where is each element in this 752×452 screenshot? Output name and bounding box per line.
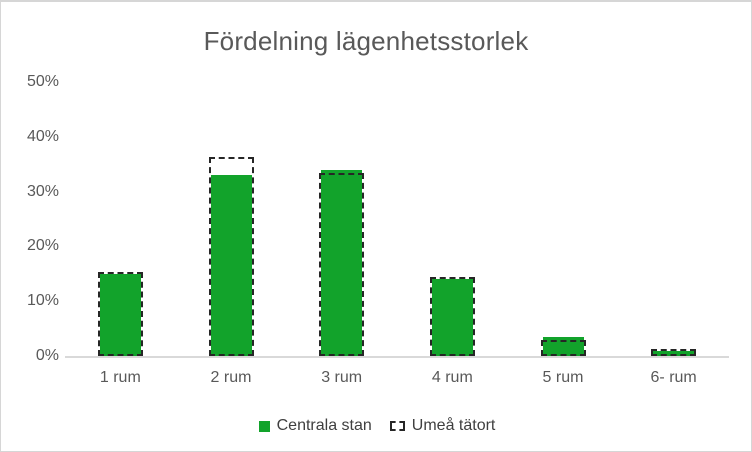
bar-centrala-stan-6-rum: [653, 350, 695, 356]
bar-centrala-stan-2-rum: [210, 175, 252, 356]
x-category-label-5-rum: 5 rum: [542, 369, 584, 386]
legend-label: Umeå tätort: [411, 417, 496, 434]
bar-ume-t-tort-6-rum: [651, 348, 697, 356]
legend-swatch-solid-icon: [258, 420, 270, 432]
y-tick-label-20: 20%: [26, 237, 59, 255]
x-category-label-6-rum: 6- rum: [650, 369, 697, 386]
x-category-label-3-rum: 3 rum: [321, 369, 363, 386]
bar-ume-t-tort-2-rum: [208, 156, 254, 356]
y-tick-label-0: 0%: [35, 347, 59, 364]
bar-ume-t-tort-3-rum: [319, 173, 365, 356]
y-tick-label-50: 50%: [26, 73, 59, 91]
bar-ume-t-tort-1-rum: [97, 271, 143, 356]
y-tick-label-30: 30%: [26, 182, 59, 200]
y-tick-label-10: 10%: [26, 292, 59, 310]
bar-centrala-stan-3-rum: [321, 169, 363, 356]
x-category-label-1-rum: 1 rum: [99, 369, 141, 386]
legend-label: Centrala stan: [276, 417, 372, 434]
bar-ume-t-tort-5-rum: [540, 340, 586, 356]
bar-centrala-stan-1-rum: [99, 273, 141, 356]
x-category-label-4-rum: 4 rum: [431, 369, 473, 386]
chart-title: Fördelning lägenhetsstorlek: [203, 26, 529, 56]
bar-ume-t-tort-4-rum: [429, 277, 475, 356]
y-tick-label-40: 40%: [26, 127, 59, 145]
bar-centrala-stan-4-rum: [431, 279, 473, 356]
legend: Centrala stan Umeå tätort: [1, 415, 751, 437]
x-axis-line: [65, 356, 729, 358]
legend-swatch-dashed-icon: [389, 421, 405, 431]
x-category-label-2-rum: 2 rum: [210, 369, 252, 386]
legend-item-ume-t-tort: Umeå tätort: [389, 417, 496, 435]
legend-item-centrala-stan: Centrala stan: [258, 417, 372, 435]
